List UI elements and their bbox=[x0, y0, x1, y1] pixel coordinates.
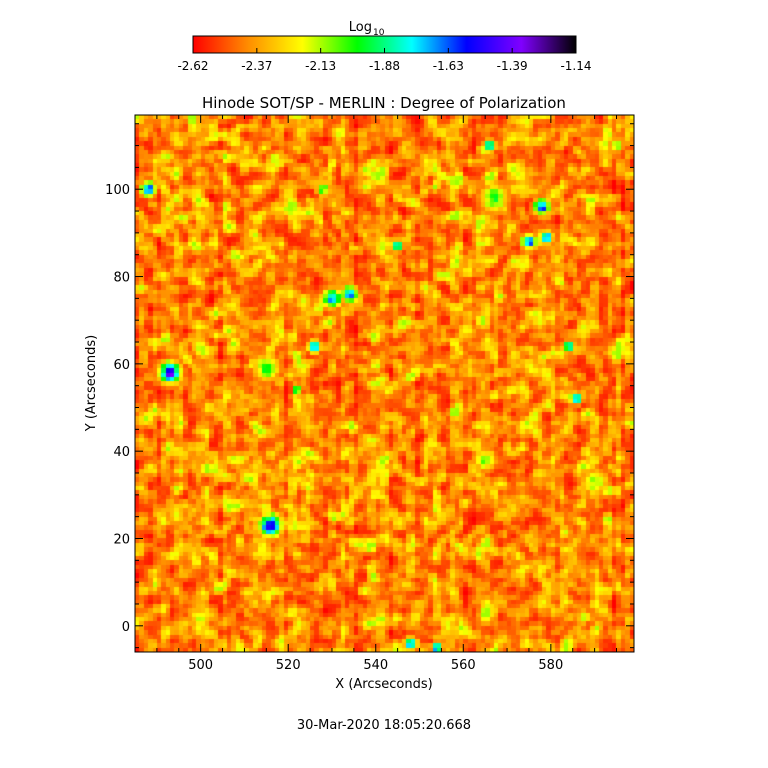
colorbar-label-subscript: 10 bbox=[373, 28, 385, 38]
timestamp: 30-Mar-2020 18:05:20.668 bbox=[297, 718, 471, 733]
colorbar-tick-label: -1.88 bbox=[369, 59, 400, 73]
x-tick-label: 580 bbox=[538, 658, 563, 673]
x-tick-label: 500 bbox=[188, 658, 213, 673]
x-axis-label: X (Arcseconds) bbox=[335, 677, 432, 692]
y-tick-label: 60 bbox=[113, 358, 130, 373]
x-tick-label: 520 bbox=[276, 658, 301, 673]
y-tick-label: 100 bbox=[105, 183, 130, 198]
plot-frame bbox=[134, 114, 635, 653]
colorbar-tick-label: -1.63 bbox=[433, 59, 464, 73]
y-axis-label: Y (Arcseconds) bbox=[84, 335, 99, 432]
colorbar-tick-label: -2.13 bbox=[305, 59, 336, 73]
colorbar-tick-label: -1.39 bbox=[497, 59, 528, 73]
chart-title: Hinode SOT/SP - MERLIN : Degree of Polar… bbox=[202, 94, 566, 112]
colorbar-label: Log bbox=[349, 20, 372, 35]
axes: 500 520 540 560 580 0 20 40 60 80 100 bbox=[105, 115, 634, 673]
colorbar-ticks: -2.62 -2.37 -2.13 -1.88 -1.63 -1.39 -1.14 bbox=[177, 48, 592, 73]
x-tick-label: 540 bbox=[363, 658, 388, 673]
colorbar-tick-label: -2.62 bbox=[177, 59, 208, 73]
colorbar-tick-label: -2.37 bbox=[241, 59, 272, 73]
colorbar-tick-label: -1.14 bbox=[560, 59, 591, 73]
y-tick-label: 80 bbox=[113, 271, 130, 286]
heatmap-image bbox=[135, 115, 634, 652]
y-tick-label: 0 bbox=[122, 620, 130, 635]
y-tick-label: 40 bbox=[113, 445, 130, 460]
x-tick-label: 560 bbox=[451, 658, 476, 673]
y-tick-label: 20 bbox=[113, 532, 130, 547]
